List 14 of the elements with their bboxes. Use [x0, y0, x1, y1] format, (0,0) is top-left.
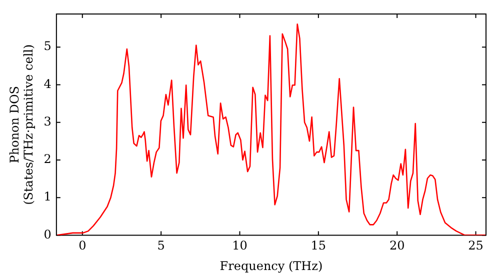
y-tick-label: 3 — [44, 114, 52, 128]
y-tick-label: 4 — [44, 76, 52, 91]
x-tick-label: 25 — [468, 238, 484, 253]
y-axis-title: Phonon DOS (States/THz·primitive cell) — [7, 44, 36, 205]
x-axis-title: Frequency (THz) — [220, 258, 323, 273]
x-tick-label: 20 — [389, 238, 405, 253]
y-tick-label: 1 — [44, 190, 52, 204]
x-tick-label: 10 — [232, 238, 248, 253]
x-tick-label: 15 — [310, 238, 326, 253]
y-tick-label: 2 — [44, 152, 52, 166]
x-tick-label: 0 — [78, 238, 86, 253]
y-tick-label: 5 — [44, 39, 52, 54]
y-tick-label: 0 — [44, 227, 52, 242]
x-tick-label: 5 — [157, 238, 165, 253]
